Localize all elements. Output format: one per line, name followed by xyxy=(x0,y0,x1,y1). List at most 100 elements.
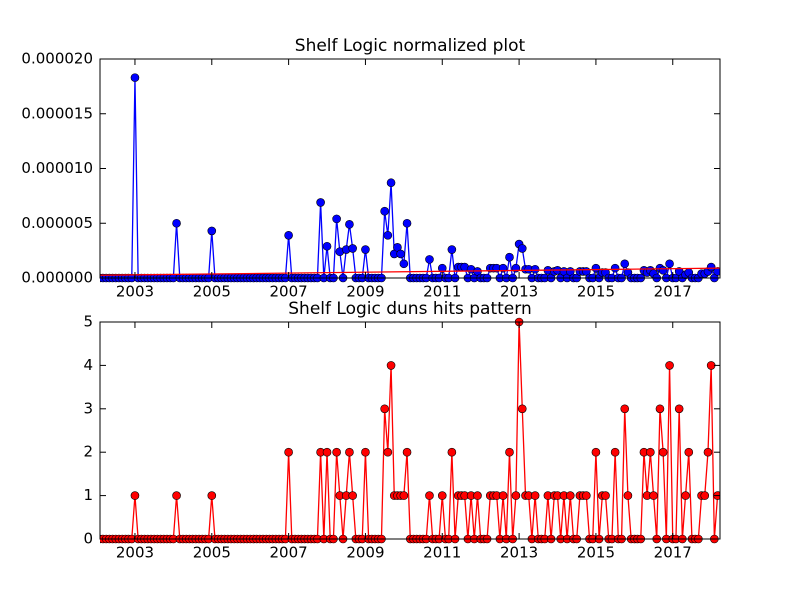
y-tick-label: 0.000010 xyxy=(21,159,93,177)
x-tick-label: 2015 xyxy=(577,283,615,301)
marker xyxy=(601,491,610,500)
marker xyxy=(284,447,293,457)
x-tick-label: 2013 xyxy=(500,283,538,301)
marker xyxy=(582,491,591,500)
marker xyxy=(402,447,412,457)
y-tick-label: 0.000005 xyxy=(21,214,93,232)
marker xyxy=(620,404,630,414)
marker xyxy=(505,447,514,457)
x-tick-label: 2017 xyxy=(654,283,692,301)
y-tick-label: 4 xyxy=(83,356,93,374)
marker xyxy=(706,361,716,370)
x-tick-label: 2007 xyxy=(270,283,308,301)
marker xyxy=(130,491,140,500)
marker xyxy=(658,266,668,275)
marker xyxy=(437,491,447,500)
marker xyxy=(425,491,434,500)
series-line xyxy=(100,267,720,276)
x-tick-label: 2017 xyxy=(654,544,692,562)
marker xyxy=(322,447,332,457)
marker xyxy=(380,404,389,414)
marker xyxy=(473,491,482,500)
marker xyxy=(402,218,412,228)
marker xyxy=(380,206,389,216)
marker xyxy=(383,447,393,457)
y-tick-label: 5 xyxy=(83,313,93,331)
x-tick-label: 2005 xyxy=(193,544,231,562)
marker xyxy=(620,259,630,269)
marker xyxy=(530,264,540,274)
x-tick-label: 2009 xyxy=(346,544,384,562)
marker xyxy=(172,218,181,228)
x-tick-label: 2011 xyxy=(423,283,461,301)
marker xyxy=(332,447,341,457)
marker xyxy=(361,447,370,457)
marker xyxy=(383,230,393,240)
marker xyxy=(348,244,357,253)
y-tick-label: 1 xyxy=(83,486,93,504)
marker xyxy=(700,491,710,500)
marker xyxy=(591,447,601,457)
marker xyxy=(447,245,457,254)
marker xyxy=(623,491,633,500)
marker xyxy=(399,259,409,269)
marker xyxy=(530,491,540,500)
marker xyxy=(681,491,690,500)
marker xyxy=(447,447,457,457)
chart-title: Shelf Logic duns hits pattern xyxy=(288,299,531,319)
marker xyxy=(706,262,716,272)
marker xyxy=(322,241,332,251)
x-tick-label: 2013 xyxy=(500,544,538,562)
x-tick-label: 2009 xyxy=(346,283,384,301)
marker xyxy=(517,244,527,253)
y-tick-label: 3 xyxy=(83,399,93,417)
marker xyxy=(345,220,354,229)
x-tick-label: 2003 xyxy=(116,283,154,301)
marker xyxy=(674,404,684,414)
marker xyxy=(207,226,217,236)
y-tick-label: 2 xyxy=(83,443,93,461)
marker xyxy=(361,245,370,254)
x-tick-label: 2011 xyxy=(423,544,461,562)
marker xyxy=(498,491,508,500)
marker xyxy=(348,491,357,500)
chart-title: Shelf Logic normalized plot xyxy=(295,36,526,56)
marker xyxy=(646,447,655,457)
marker xyxy=(511,491,521,500)
marker xyxy=(703,447,713,457)
marker xyxy=(396,249,405,259)
marker xyxy=(658,447,668,457)
marker xyxy=(610,447,620,457)
marker xyxy=(566,491,575,500)
marker xyxy=(505,252,514,262)
axes-frame xyxy=(99,321,721,540)
marker xyxy=(130,73,140,82)
marker xyxy=(345,447,354,457)
marker xyxy=(713,267,720,276)
x-tick-label: 2005 xyxy=(193,283,231,301)
marker xyxy=(425,255,434,264)
marker xyxy=(684,447,694,457)
marker xyxy=(207,491,217,500)
marker xyxy=(610,263,620,273)
marker xyxy=(284,230,293,240)
y-tick-label: 0 xyxy=(83,530,93,548)
marker xyxy=(386,178,396,188)
y-tick-label: 0.000020 xyxy=(21,50,93,68)
marker xyxy=(665,259,674,269)
x-tick-label: 2003 xyxy=(116,544,154,562)
x-tick-label: 2007 xyxy=(270,544,308,562)
y-tick-label: 0.000000 xyxy=(21,269,93,287)
marker xyxy=(517,404,527,414)
marker xyxy=(332,214,341,224)
x-tick-label: 2015 xyxy=(577,544,615,562)
marker xyxy=(649,491,658,500)
marker xyxy=(386,361,396,370)
y-tick-label: 0.000015 xyxy=(21,104,93,122)
marker xyxy=(316,198,325,207)
marker xyxy=(399,491,409,500)
marker xyxy=(665,361,674,370)
marker xyxy=(655,404,665,414)
marker xyxy=(172,491,181,500)
